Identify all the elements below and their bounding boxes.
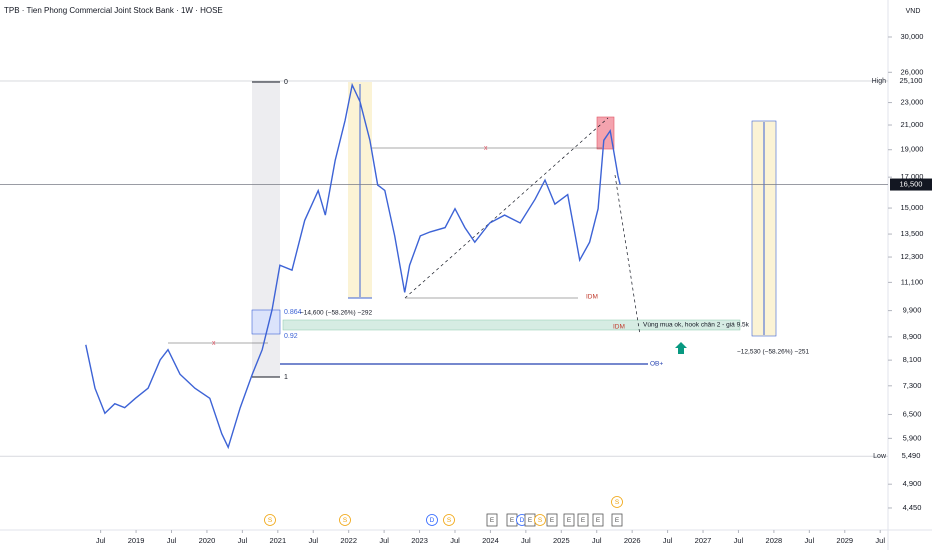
supply-box	[596, 116, 615, 150]
y-tick-label: 6,500	[903, 409, 922, 418]
event-icon	[546, 513, 558, 527]
event-label: E	[615, 517, 620, 524]
x-tick-label: 2023	[411, 536, 428, 545]
event-label: E	[510, 517, 515, 524]
event-icon	[339, 514, 351, 526]
x-tick-label: Jul	[734, 536, 744, 545]
y-tick-label: 7,300	[903, 381, 922, 390]
event-label: S	[538, 517, 543, 524]
x-tick-label: 2022	[340, 536, 357, 545]
dashed-line	[614, 174, 641, 336]
y-tick-label: 4,450	[903, 503, 922, 512]
x-tick-label: Jul	[450, 536, 460, 545]
annotation: 0	[284, 79, 288, 86]
event-icon	[534, 514, 546, 526]
event-label: S	[615, 499, 620, 506]
annotation: x	[212, 340, 216, 347]
event-label: D	[520, 517, 525, 524]
annotation: 1	[284, 374, 288, 381]
event-label: S	[268, 517, 273, 524]
x-tick-label: Jul	[96, 536, 106, 545]
event-label: E	[581, 517, 586, 524]
event-label: E	[596, 517, 601, 524]
event-icon	[426, 514, 438, 526]
y-tick-label: 13,500	[901, 229, 924, 238]
x-tick-label: 2024	[482, 536, 499, 545]
annotation: OB+	[650, 361, 663, 368]
event-icon	[611, 496, 623, 508]
y-tick-label: 9,900	[903, 306, 922, 315]
fib-box	[251, 309, 281, 335]
chart-title: TPB · Tien Phong Commercial Joint Stock …	[4, 6, 223, 15]
x-tick-label: 2021	[269, 536, 286, 545]
event-icon	[611, 513, 623, 527]
y-tick-label: 23,000	[901, 98, 924, 107]
annotation: IDM	[613, 324, 625, 331]
x-tick-label: Jul	[379, 536, 389, 545]
x-tick-label: Jul	[308, 536, 318, 545]
annotation: IDM	[586, 294, 598, 301]
event-label: S	[343, 517, 348, 524]
x-tick-label: 2026	[624, 536, 641, 545]
price-badge	[890, 178, 932, 191]
price-line-label: High	[872, 78, 887, 85]
event-icon	[563, 513, 575, 527]
y-tick-label: 15,000	[901, 203, 924, 212]
price-line-value: 5,490	[902, 451, 921, 460]
y-tick-label: 19,000	[901, 145, 924, 154]
x-tick-label: 2028	[766, 536, 783, 545]
x-tick-label: Jul	[238, 536, 248, 545]
x-tick-label: 2027	[695, 536, 712, 545]
y-tick-label: 21,000	[901, 120, 924, 129]
event-icon	[264, 514, 276, 526]
buy-zone	[282, 319, 741, 331]
x-tick-label: 2020	[199, 536, 216, 545]
event-label: E	[528, 517, 533, 524]
price-series	[85, 82, 621, 450]
x-tick-label: 2019	[128, 536, 145, 545]
annotation: x	[484, 145, 488, 152]
x-tick-label: Jul	[521, 536, 531, 545]
currency: VND	[906, 8, 921, 15]
price-line-label: Low	[873, 453, 887, 460]
y-tick-label: 11,100	[901, 277, 923, 286]
x-tick-label: Jul	[167, 536, 177, 545]
annotation: −12,530 (−58.26%) −251	[737, 349, 809, 356]
y-tick-label: 30,000	[901, 32, 924, 41]
event-icon	[443, 514, 455, 526]
x-tick-label: 2029	[836, 536, 853, 545]
annotation: −14,600 (−58.26%) −292	[300, 310, 372, 317]
event-label: E	[550, 517, 555, 524]
annotation: Vùng mua ok, hook chân 2 - giá 9.5k	[643, 322, 750, 329]
y-tick-label: 4,900	[903, 479, 922, 488]
x-tick-label: Jul	[663, 536, 673, 545]
x-tick-label: Jul	[875, 536, 885, 545]
x-tick-label: 2025	[553, 536, 570, 545]
event-icon	[592, 513, 604, 527]
price-line-value: 25,100	[900, 76, 923, 85]
annotation: 0.92	[284, 333, 298, 340]
y-tick-label: 17,000	[901, 172, 924, 181]
price-line-value: 16,500	[900, 180, 923, 189]
event-icon	[486, 513, 498, 527]
event-label: D	[430, 517, 435, 524]
y-tick-label: 12,300	[901, 252, 924, 261]
y-tick-label: 8,900	[903, 332, 922, 341]
x-tick-label: Jul	[592, 536, 602, 545]
up-arrow	[675, 342, 687, 354]
event-icon	[577, 513, 589, 527]
y-tick-label: 8,100	[903, 355, 922, 364]
event-label: E	[490, 517, 495, 524]
event-label: S	[447, 517, 452, 524]
event-label: E	[567, 517, 572, 524]
annotation: 0.864	[284, 309, 302, 316]
x-tick-label: Jul	[805, 536, 815, 545]
y-tick-label: 5,900	[903, 433, 922, 442]
y-tick-label: 26,000	[901, 67, 924, 76]
